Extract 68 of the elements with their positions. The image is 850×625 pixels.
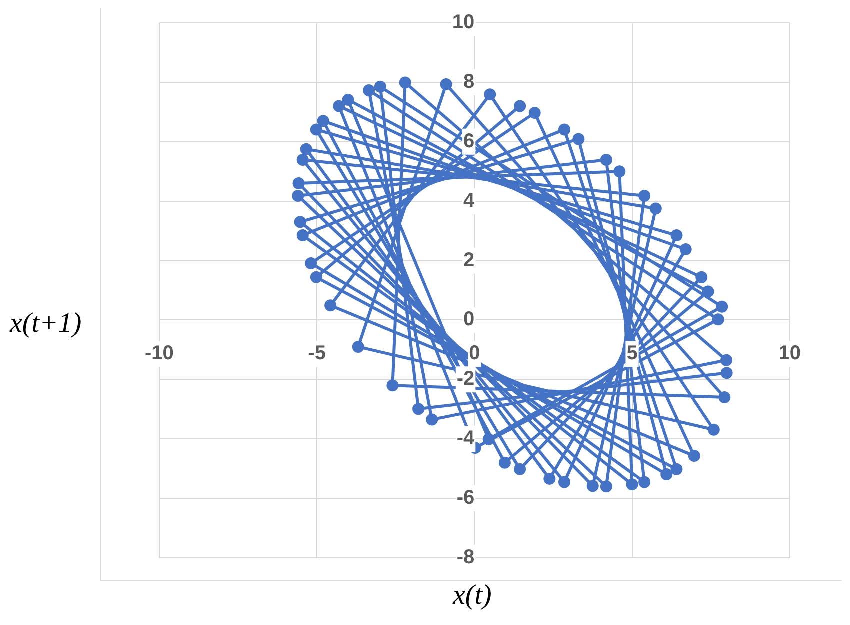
- point: [333, 100, 346, 112]
- point: [688, 450, 700, 462]
- point: [292, 178, 305, 190]
- point: [426, 414, 438, 426]
- point: [300, 143, 312, 156]
- point: [363, 84, 376, 96]
- point: [342, 94, 354, 106]
- y-tick-label: 10: [452, 12, 475, 34]
- point: [702, 286, 714, 298]
- x-tick-label: 5: [626, 342, 638, 365]
- point: [352, 340, 364, 353]
- y-tick-label: -2: [456, 368, 475, 390]
- point: [708, 424, 720, 436]
- point: [614, 166, 626, 178]
- point: [292, 190, 304, 202]
- point: [498, 456, 511, 469]
- y-tick-label: 0: [464, 308, 475, 331]
- point: [399, 76, 412, 89]
- point: [514, 463, 526, 476]
- point: [680, 243, 692, 256]
- point: [440, 78, 452, 91]
- point: [650, 202, 662, 215]
- x-axis-title: x(t): [453, 580, 492, 612]
- point: [670, 230, 683, 242]
- point: [482, 433, 495, 446]
- point: [484, 88, 496, 101]
- point: [386, 380, 399, 392]
- y-tick-label: 6: [464, 130, 475, 152]
- point: [324, 300, 337, 312]
- x-tick-label: -10: [145, 342, 174, 365]
- point: [317, 115, 330, 128]
- point: [660, 468, 673, 480]
- point: [296, 230, 309, 242]
- point: [600, 154, 612, 166]
- point: [718, 392, 731, 404]
- point: [712, 314, 724, 326]
- point: [638, 476, 651, 488]
- point: [412, 403, 425, 416]
- point: [670, 463, 683, 476]
- x-tick-label: 10: [778, 342, 801, 365]
- point: [558, 476, 570, 488]
- point: [296, 154, 309, 166]
- point: [626, 478, 638, 491]
- y-tick-label: 2: [464, 249, 475, 272]
- y-tick-label: 4: [464, 190, 476, 212]
- y-tick-label: 8: [464, 70, 475, 93]
- point: [528, 107, 541, 120]
- point: [310, 124, 322, 136]
- y-tick-label: -8: [456, 546, 475, 569]
- point: [544, 472, 556, 485]
- point: [310, 271, 322, 284]
- point: [696, 271, 708, 284]
- point: [305, 257, 318, 270]
- point: [716, 300, 728, 313]
- point: [514, 100, 526, 112]
- point: [558, 124, 570, 136]
- point: [638, 190, 651, 202]
- y-tick-label: -4: [456, 428, 476, 450]
- point: [294, 216, 306, 228]
- point: [720, 367, 733, 380]
- point: [720, 354, 733, 366]
- y-tick-label: -6: [456, 487, 475, 510]
- point: [374, 80, 386, 93]
- point: [572, 133, 585, 146]
- x-tick-label: -5: [308, 342, 326, 365]
- point: [586, 480, 599, 492]
- y-axis-title: x(t+1): [10, 308, 82, 340]
- point: [600, 480, 612, 493]
